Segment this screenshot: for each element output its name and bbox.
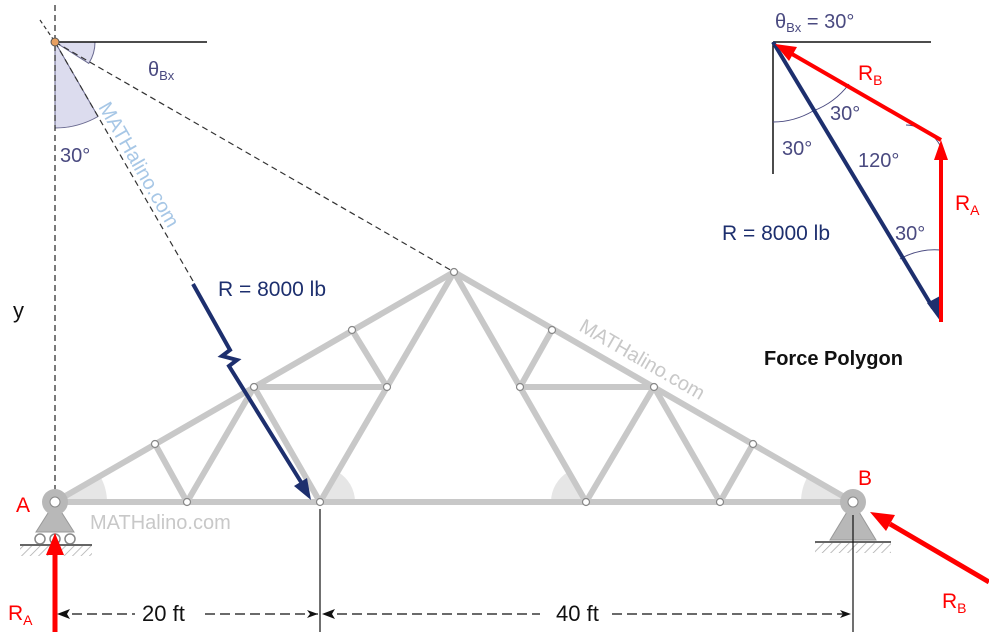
resultant-label: R = 8000 lb [218, 278, 326, 301]
resultant-arrow [191, 283, 311, 500]
polygon-angle-30c: 30° [895, 223, 925, 245]
watermark-diagonal: MATHalino.com [94, 99, 183, 232]
dimension-40ft: 40 ft [556, 601, 599, 626]
angle-30-top: 30° [60, 145, 90, 167]
watermark-bottom: MATHalino.com [90, 512, 231, 534]
truss-joints [150, 267, 758, 507]
angle-60-right: 60° [510, 467, 542, 490]
support-a-label: A [16, 494, 30, 517]
force-polygon-title: Force Polygon [764, 348, 903, 370]
polygon-angle-30b: 30° [782, 138, 812, 160]
support-b-label: B [858, 467, 872, 490]
polygon-angle-30a: 30° [830, 103, 860, 125]
angle-60-left: 60° [360, 467, 392, 490]
rb-label: RB [942, 590, 967, 616]
angle-30-right: 30° [752, 475, 784, 498]
reaction-ra-arrow [46, 533, 64, 632]
theta-bx-label: θBx [148, 59, 175, 83]
polygon-angle-120: 120° [858, 150, 899, 172]
angle-30-left: 30° [113, 475, 145, 498]
ra-label: RA [8, 602, 33, 628]
polygon-resultant-label: R = 8000 lb [722, 222, 830, 245]
watermark-right: MATHalino.com [576, 315, 709, 404]
polygon-ra-label: RA [955, 192, 980, 218]
y-label: y [13, 298, 24, 323]
reaction-rb-arrow [870, 512, 989, 585]
force-polygon [771, 40, 948, 322]
dimension-lines [57, 509, 854, 632]
truss-members [52, 269, 856, 505]
dimension-20ft: 20 ft [142, 601, 185, 626]
polygon-theta-label: θBx = 30° [775, 11, 854, 35]
reference-lines [39, 5, 854, 632]
polygon-rb-label: RB [858, 62, 883, 88]
